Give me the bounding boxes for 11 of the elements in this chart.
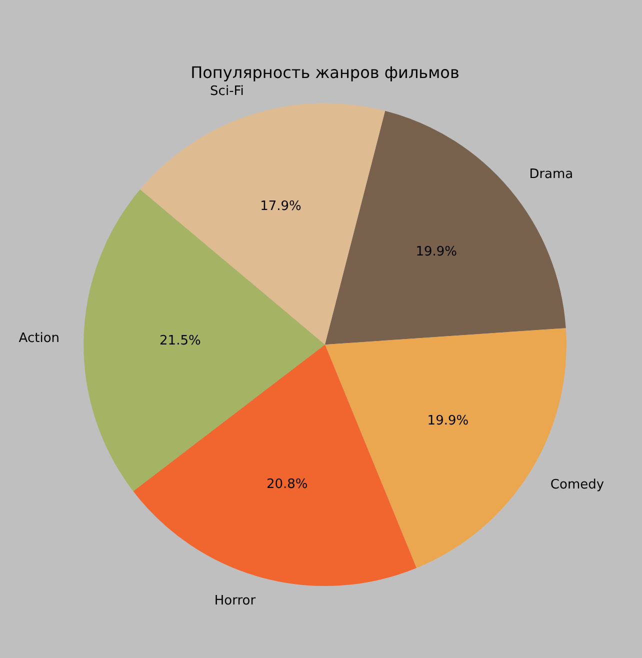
data-label: 19.9% — [416, 244, 458, 260]
slice-label: Comedy — [550, 477, 604, 492]
chart-title: Популярность жанров фильмов — [190, 62, 460, 82]
slice-label: Horror — [214, 593, 256, 608]
data-label: 20.8% — [266, 476, 308, 492]
slice-label: Sci-Fi — [210, 84, 244, 100]
data-label: 21.5% — [160, 334, 201, 349]
data-label: 19.9% — [427, 414, 469, 429]
data-label: 17.9% — [260, 199, 302, 214]
slice-label: Drama — [529, 167, 574, 182]
slice-label: Action — [18, 330, 60, 346]
